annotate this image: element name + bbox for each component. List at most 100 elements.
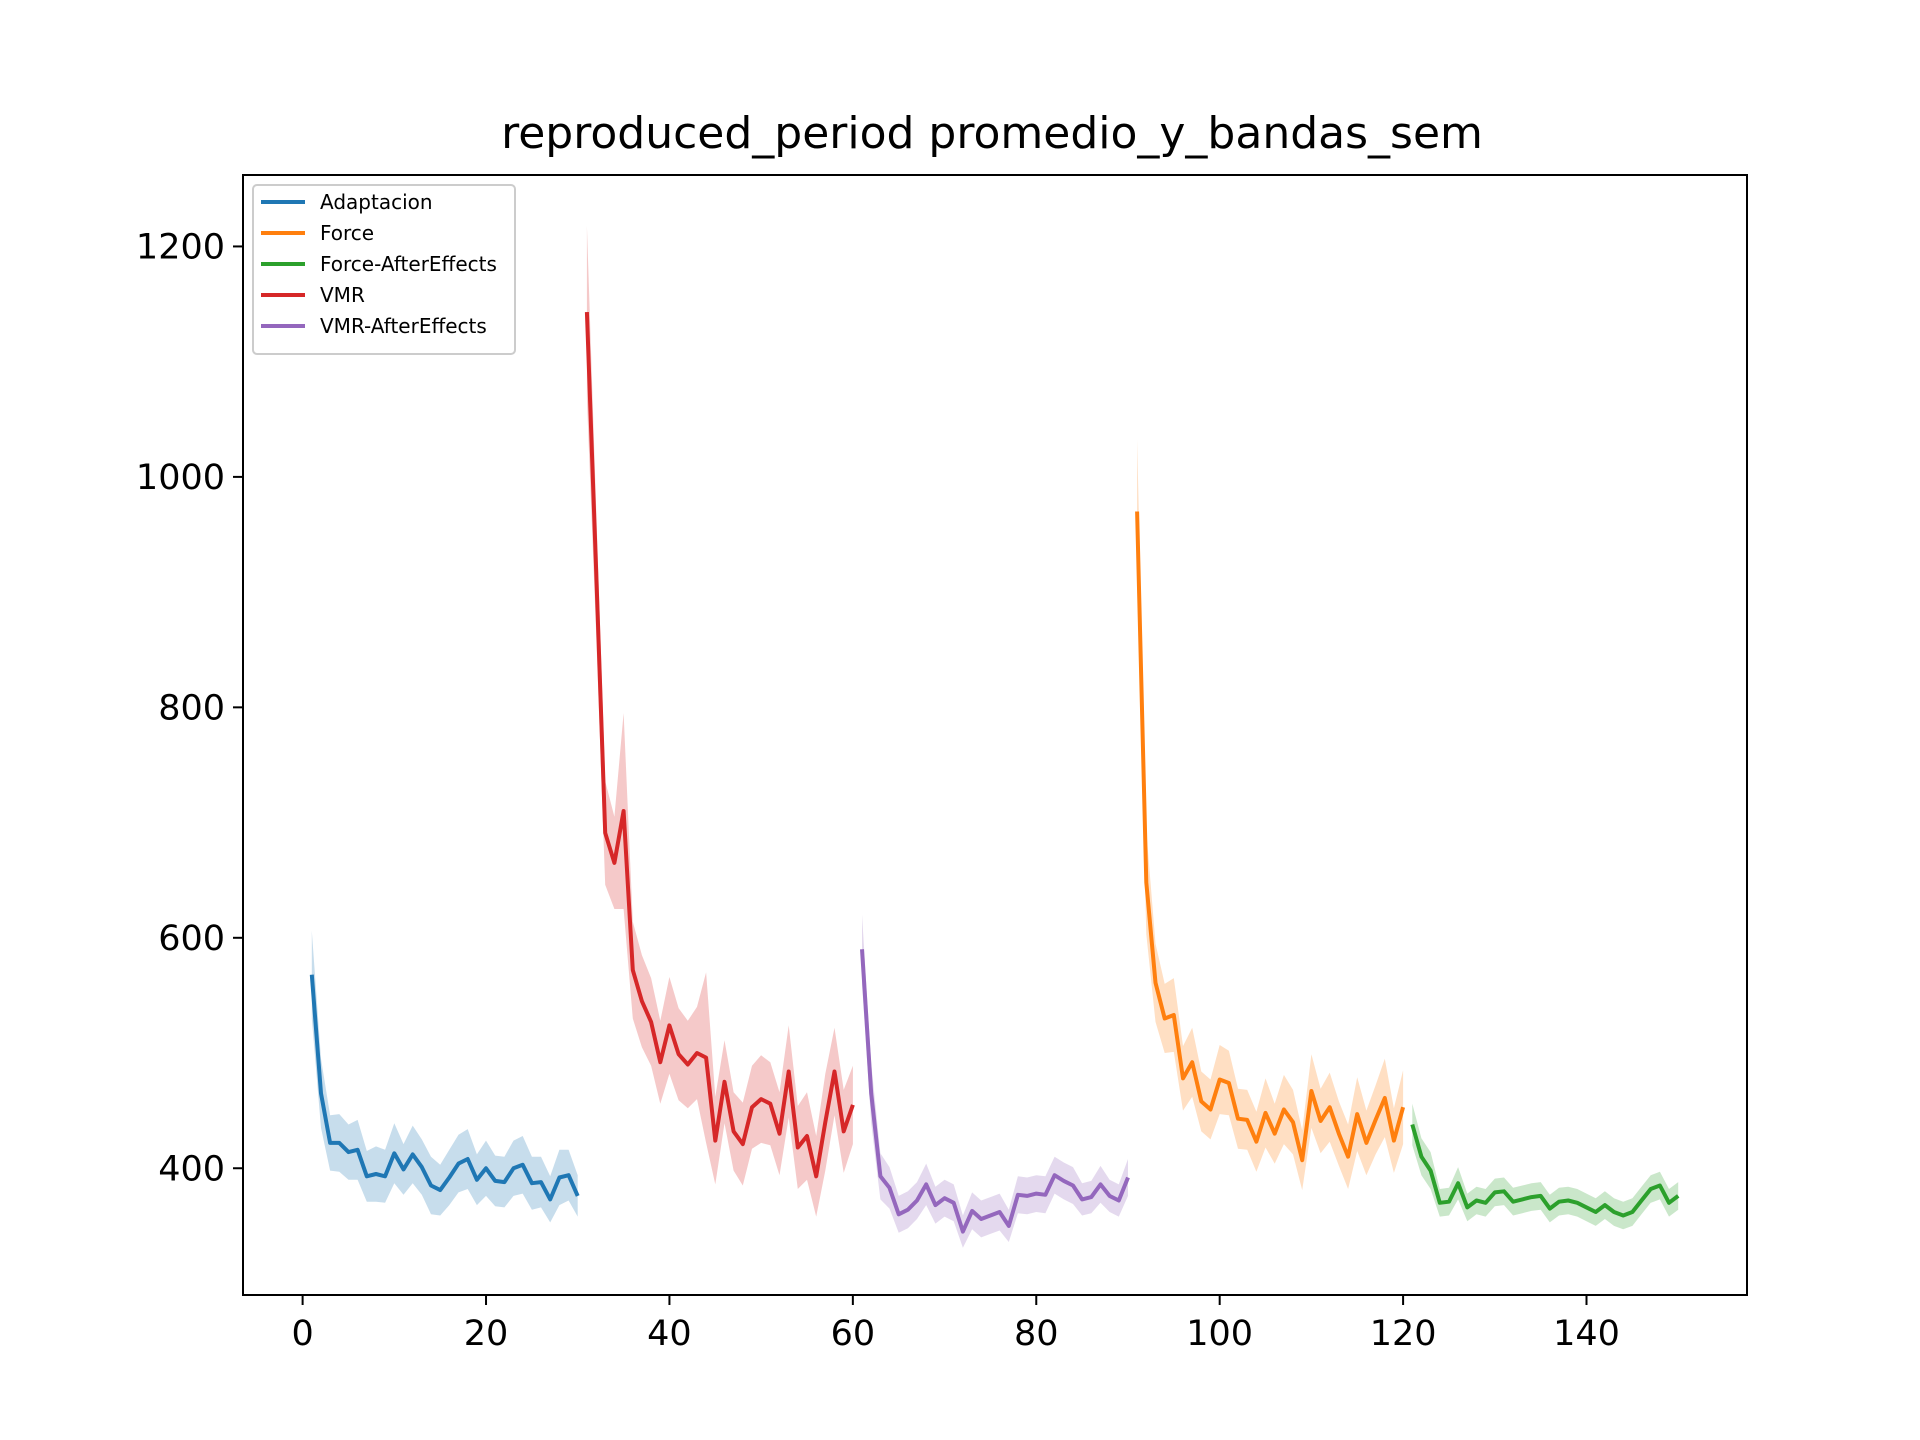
point-vmr xyxy=(851,1103,854,1106)
point-force xyxy=(1191,1061,1194,1064)
point-force-aftereffects xyxy=(1548,1207,1551,1210)
x-tick-label: 60 xyxy=(831,1314,876,1354)
point-force-aftereffects xyxy=(1567,1199,1570,1202)
legend: Adaptacion Force Force-AfterEffects VMR VMR-… xyxy=(252,184,516,355)
point-force-aftereffects xyxy=(1603,1204,1606,1207)
point-force-aftereffects xyxy=(1613,1211,1616,1214)
point-vmr xyxy=(659,1061,662,1064)
point-vmr-aftereffects xyxy=(1007,1224,1010,1227)
point-force xyxy=(1255,1140,1258,1143)
point-vmr xyxy=(723,1080,726,1083)
point-adaptacion xyxy=(338,1141,341,1144)
point-force-aftereffects xyxy=(1631,1211,1634,1214)
point-force xyxy=(1310,1090,1313,1093)
point-vmr-aftereffects xyxy=(1062,1179,1065,1182)
point-vmr xyxy=(815,1175,818,1178)
point-vmr-aftereffects xyxy=(1044,1193,1047,1196)
legend-label: Adaptacion xyxy=(320,190,433,214)
x-tick-label: 120 xyxy=(1370,1314,1437,1354)
point-force xyxy=(1301,1159,1304,1162)
point-adaptacion xyxy=(558,1176,561,1179)
point-adaptacion xyxy=(393,1152,396,1155)
point-adaptacion xyxy=(384,1175,387,1178)
point-vmr-aftereffects xyxy=(916,1199,919,1202)
point-adaptacion xyxy=(365,1175,368,1178)
point-adaptacion xyxy=(512,1167,515,1170)
point-force xyxy=(1145,881,1148,884)
point-adaptacion xyxy=(347,1151,350,1154)
chart-title: reproduced_period promedio_y_bandas_sem xyxy=(501,108,1483,159)
point-force xyxy=(1273,1132,1276,1135)
point-vmr xyxy=(741,1143,744,1146)
point-vmr-aftereffects xyxy=(1108,1194,1111,1197)
point-adaptacion xyxy=(430,1184,433,1187)
point-force-aftereffects xyxy=(1585,1206,1588,1209)
point-adaptacion xyxy=(521,1163,524,1166)
point-adaptacion xyxy=(310,973,313,976)
point-force xyxy=(1328,1106,1331,1109)
plot-frame xyxy=(242,174,1748,1296)
point-force xyxy=(1246,1118,1249,1121)
point-vmr xyxy=(613,861,616,864)
point-force xyxy=(1356,1113,1359,1116)
point-force xyxy=(1347,1155,1350,1158)
point-vmr-aftereffects xyxy=(879,1175,882,1178)
point-force-aftereffects xyxy=(1503,1190,1506,1193)
y-axis: 400 600 800 1000 1200 xyxy=(136,227,243,1189)
point-force-aftereffects xyxy=(1493,1191,1496,1194)
point-adaptacion xyxy=(329,1141,332,1144)
y-tick-label: 800 xyxy=(158,688,225,728)
point-adaptacion xyxy=(356,1148,359,1151)
point-force-aftereffects xyxy=(1594,1211,1597,1214)
point-force-aftereffects xyxy=(1576,1201,1579,1204)
point-force xyxy=(1392,1139,1395,1142)
point-force xyxy=(1264,1111,1267,1114)
point-force xyxy=(1218,1078,1221,1081)
line-vmr-aftereffects xyxy=(860,949,1130,1234)
point-vmr xyxy=(842,1130,845,1133)
point-force xyxy=(1182,1077,1185,1080)
line-force xyxy=(1135,511,1406,1163)
point-adaptacion xyxy=(439,1189,442,1192)
point-vmr xyxy=(640,1000,643,1003)
point-force-aftereffects xyxy=(1411,1123,1414,1126)
point-vmr-aftereffects xyxy=(861,948,864,951)
point-force xyxy=(1237,1117,1240,1120)
point-adaptacion xyxy=(485,1167,488,1170)
point-vmr xyxy=(714,1139,717,1142)
x-tick-label: 20 xyxy=(464,1314,509,1354)
point-vmr xyxy=(668,1024,671,1027)
point-vmr xyxy=(705,1056,708,1059)
point-vmr-aftereffects xyxy=(1117,1199,1120,1202)
point-force xyxy=(1136,510,1139,513)
legend-label: VMR xyxy=(320,283,365,307)
point-force-aftereffects xyxy=(1475,1199,1478,1202)
point-force xyxy=(1374,1118,1377,1121)
point-vmr-aftereffects xyxy=(952,1201,955,1204)
point-force xyxy=(1209,1108,1212,1111)
point-vmr-aftereffects xyxy=(870,1092,873,1095)
point-vmr-aftereffects xyxy=(1072,1184,1075,1187)
point-force-aftereffects xyxy=(1558,1200,1561,1203)
y-tick-label: 400 xyxy=(158,1149,225,1189)
point-force-aftereffects xyxy=(1622,1214,1625,1217)
band-force xyxy=(1137,440,1404,1191)
x-tick-label: 0 xyxy=(291,1314,313,1354)
point-force-aftereffects xyxy=(1658,1184,1661,1187)
point-vmr-aftereffects xyxy=(1053,1174,1056,1177)
point-vmr-aftereffects xyxy=(1016,1193,1019,1196)
point-force xyxy=(1337,1132,1340,1135)
point-force xyxy=(1154,981,1157,984)
point-adaptacion xyxy=(475,1178,478,1181)
point-vmr xyxy=(677,1053,680,1056)
band-force-aftereffects xyxy=(1412,1103,1679,1230)
point-force xyxy=(1200,1100,1203,1103)
point-vmr-aftereffects xyxy=(925,1183,928,1186)
x-tick-label: 80 xyxy=(1014,1314,1059,1354)
point-force-aftereffects xyxy=(1466,1206,1469,1209)
point-vmr-aftereffects xyxy=(971,1209,974,1212)
point-force xyxy=(1365,1141,1368,1144)
point-force-aftereffects xyxy=(1539,1194,1542,1197)
band-vmr-aftereffects xyxy=(862,914,1128,1248)
point-adaptacion xyxy=(420,1166,423,1169)
